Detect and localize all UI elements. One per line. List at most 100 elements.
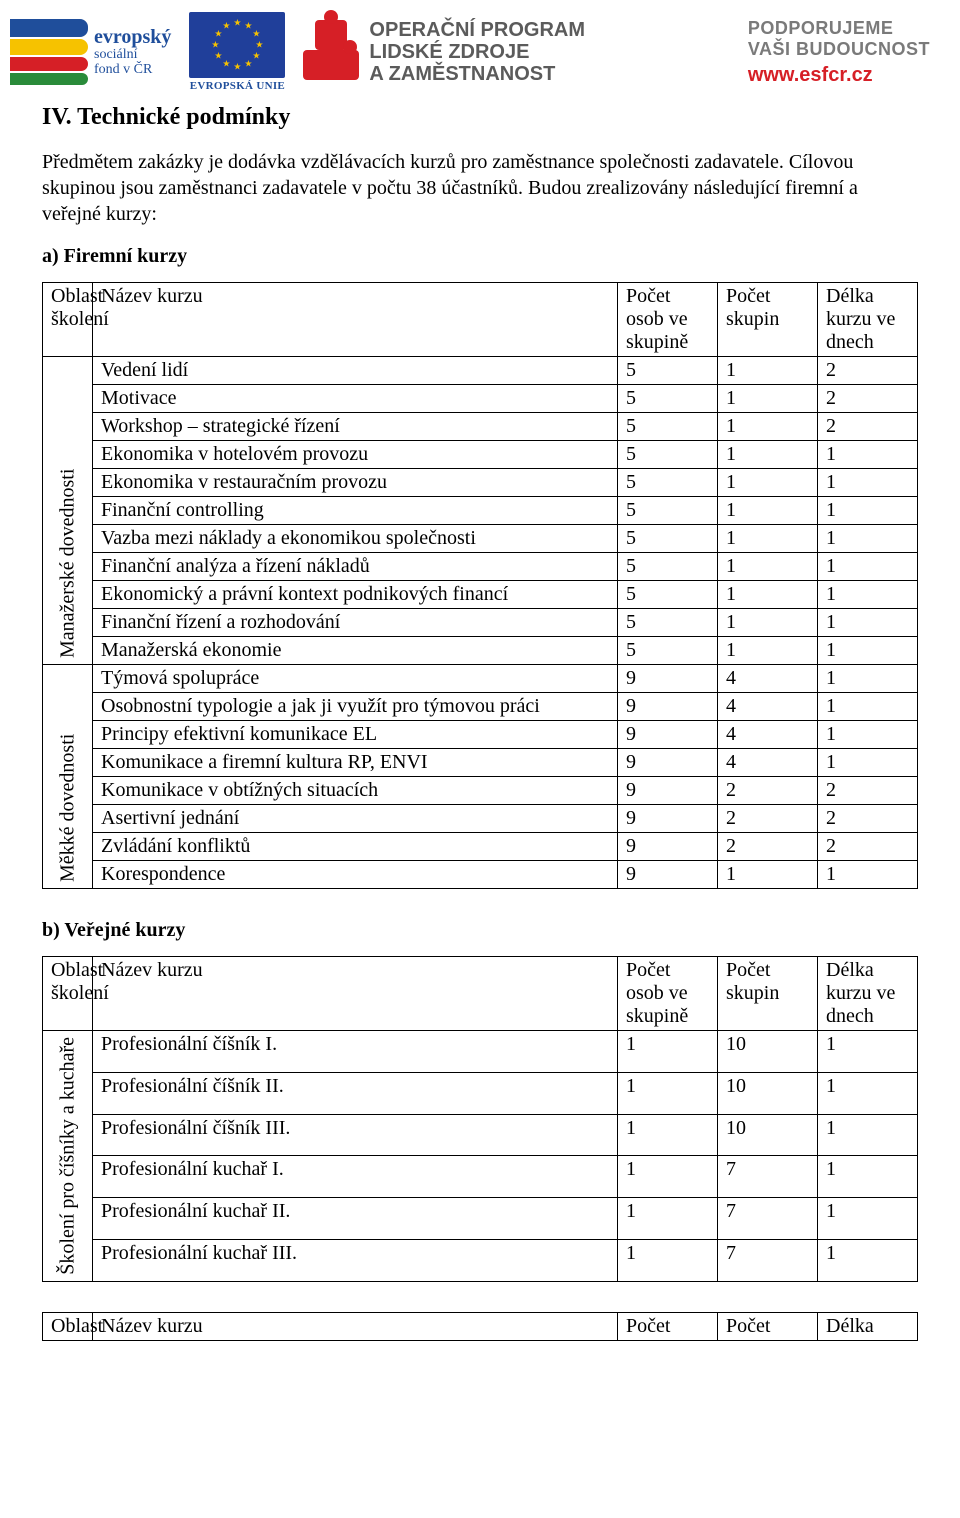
cell-name: Finanční controlling [93,497,618,525]
col-name: Název kurzu [93,957,618,1031]
col-groups: Počet skupin [718,957,818,1031]
esf-line2: sociální [94,48,171,63]
cell-name: Profesionální kuchař II. [93,1198,618,1240]
cell-groups: 1 [718,413,818,441]
cell-days: 1 [818,553,918,581]
esf-swoosh-icon [10,19,88,85]
table-row: Školení pro číšníky a kuchařeProfesionál… [43,1031,918,1073]
area-label: Manažerské dovednosti [43,357,93,665]
cell-groups: 1 [718,609,818,637]
table-row: Ekonomika v restauračním provozu511 [43,469,918,497]
cell-days: 1 [818,1114,918,1156]
cell-persons: 9 [618,749,718,777]
cell-days: 1 [818,581,918,609]
cell-persons: 9 [618,833,718,861]
esf-logo: evropský sociální fond v ČR [10,19,171,85]
table-header-row: Oblast školeníNázev kurzuPočet osob ve s… [43,957,918,1031]
col-area: Oblast [43,1312,93,1340]
cell-name: Vazba mezi náklady a ekonomikou společno… [93,525,618,553]
table-row: Finanční analýza a řízení nákladů511 [43,553,918,581]
cell-name: Finanční analýza a řízení nákladů [93,553,618,581]
cell-days: 1 [818,637,918,665]
cell-days: 2 [818,805,918,833]
cell-persons: 5 [618,637,718,665]
cell-persons: 5 [618,525,718,553]
cell-days: 1 [818,665,918,693]
cell-days: 1 [818,609,918,637]
oplz-line2: LIDSKÉ ZDROJE [369,41,585,63]
col-persons: Počet osob ve skupině [618,957,718,1031]
cell-groups: 4 [718,693,818,721]
cell-name: Profesionální kuchař I. [93,1156,618,1198]
col-name: Název kurzu [93,1312,618,1340]
cell-name: Workshop – strategické řízení [93,413,618,441]
cell-persons: 9 [618,777,718,805]
cell-persons: 5 [618,385,718,413]
col-days: Délka kurzu ve dnech [818,283,918,357]
col-groups: Počet [718,1312,818,1340]
cell-days: 1 [818,1031,918,1073]
cell-persons: 5 [618,553,718,581]
cell-groups: 1 [718,385,818,413]
table-row: Zvládání konfliktů922 [43,833,918,861]
table-header-row: Oblast školeníNázev kurzuPočet osob ve s… [43,283,918,357]
cell-persons: 9 [618,805,718,833]
table-row: Profesionální kuchař II.171 [43,1198,918,1240]
cell-groups: 2 [718,833,818,861]
cell-name: Asertivní jednání [93,805,618,833]
col-area: Oblast školení [43,283,93,357]
cell-persons: 9 [618,693,718,721]
cell-days: 2 [818,833,918,861]
subheading-a: a) Firemní kurzy [42,245,918,268]
col-persons: Počet osob ve skupině [618,283,718,357]
table-row: Korespondence911 [43,861,918,889]
subheading-b: b) Veřejné kurzy [42,919,918,942]
table-row: Ekonomický a právní kontext podnikových … [43,581,918,609]
esf-line1: evropský [94,27,171,48]
col-persons: Počet [618,1312,718,1340]
cell-name: Ekonomika v restauračním provozu [93,469,618,497]
cell-days: 1 [818,497,918,525]
cell-name: Vedení lidí [93,357,618,385]
col-days: Délka kurzu ve dnech [818,957,918,1031]
table-row: Workshop – strategické řízení512 [43,413,918,441]
table-row: Profesionální kuchař III.171 [43,1239,918,1281]
sponsor-banner: evropský sociální fond v ČR ★★★★★★★★★★★★… [0,0,960,96]
cell-name: Profesionální číšník III. [93,1114,618,1156]
support-line1: PODPORUJEME [748,18,930,39]
support-url: www.esfcr.cz [748,64,930,87]
cell-name: Zvládání konfliktů [93,833,618,861]
cell-days: 1 [818,469,918,497]
table-row: Motivace512 [43,385,918,413]
table-header-row: OblastNázev kurzuPočetPočetDélka [43,1312,918,1340]
cell-days: 2 [818,357,918,385]
cell-days: 1 [818,1072,918,1114]
cell-persons: 1 [618,1198,718,1240]
cell-persons: 5 [618,357,718,385]
eu-flag-icon: ★★★★★★★★★★★★ [189,12,285,78]
cell-groups: 4 [718,665,818,693]
cell-name: Ekonomika v hotelovém provozu [93,441,618,469]
cell-groups: 4 [718,721,818,749]
col-name: Název kurzu [93,283,618,357]
cell-name: Týmová spolupráce [93,665,618,693]
support-block: PODPORUJEME VAŠI BUDOUCNOST www.esfcr.cz [748,18,950,87]
cell-groups: 10 [718,1114,818,1156]
cell-days: 2 [818,385,918,413]
cell-name: Komunikace a firemní kultura RP, ENVI [93,749,618,777]
cell-name: Komunikace v obtížných situacích [93,777,618,805]
cell-name: Profesionální kuchař III. [93,1239,618,1281]
table-row: Profesionální kuchař I.171 [43,1156,918,1198]
cell-days: 2 [818,777,918,805]
table-row: Finanční controlling511 [43,497,918,525]
cell-persons: 1 [618,1114,718,1156]
cell-name: Finanční řízení a rozhodování [93,609,618,637]
oplz-logo: OPERAČNÍ PROGRAM LIDSKÉ ZDROJE A ZAMĚSTN… [303,19,585,85]
cell-groups: 1 [718,357,818,385]
table-row: Osobnostní typologie a jak ji využít pro… [43,693,918,721]
cell-persons: 9 [618,861,718,889]
cell-persons: 1 [618,1156,718,1198]
table-row: Manažerské dovednostiVedení lidí512 [43,357,918,385]
cell-persons: 1 [618,1072,718,1114]
support-line2: VAŠI BUDOUCNOST [748,39,930,60]
